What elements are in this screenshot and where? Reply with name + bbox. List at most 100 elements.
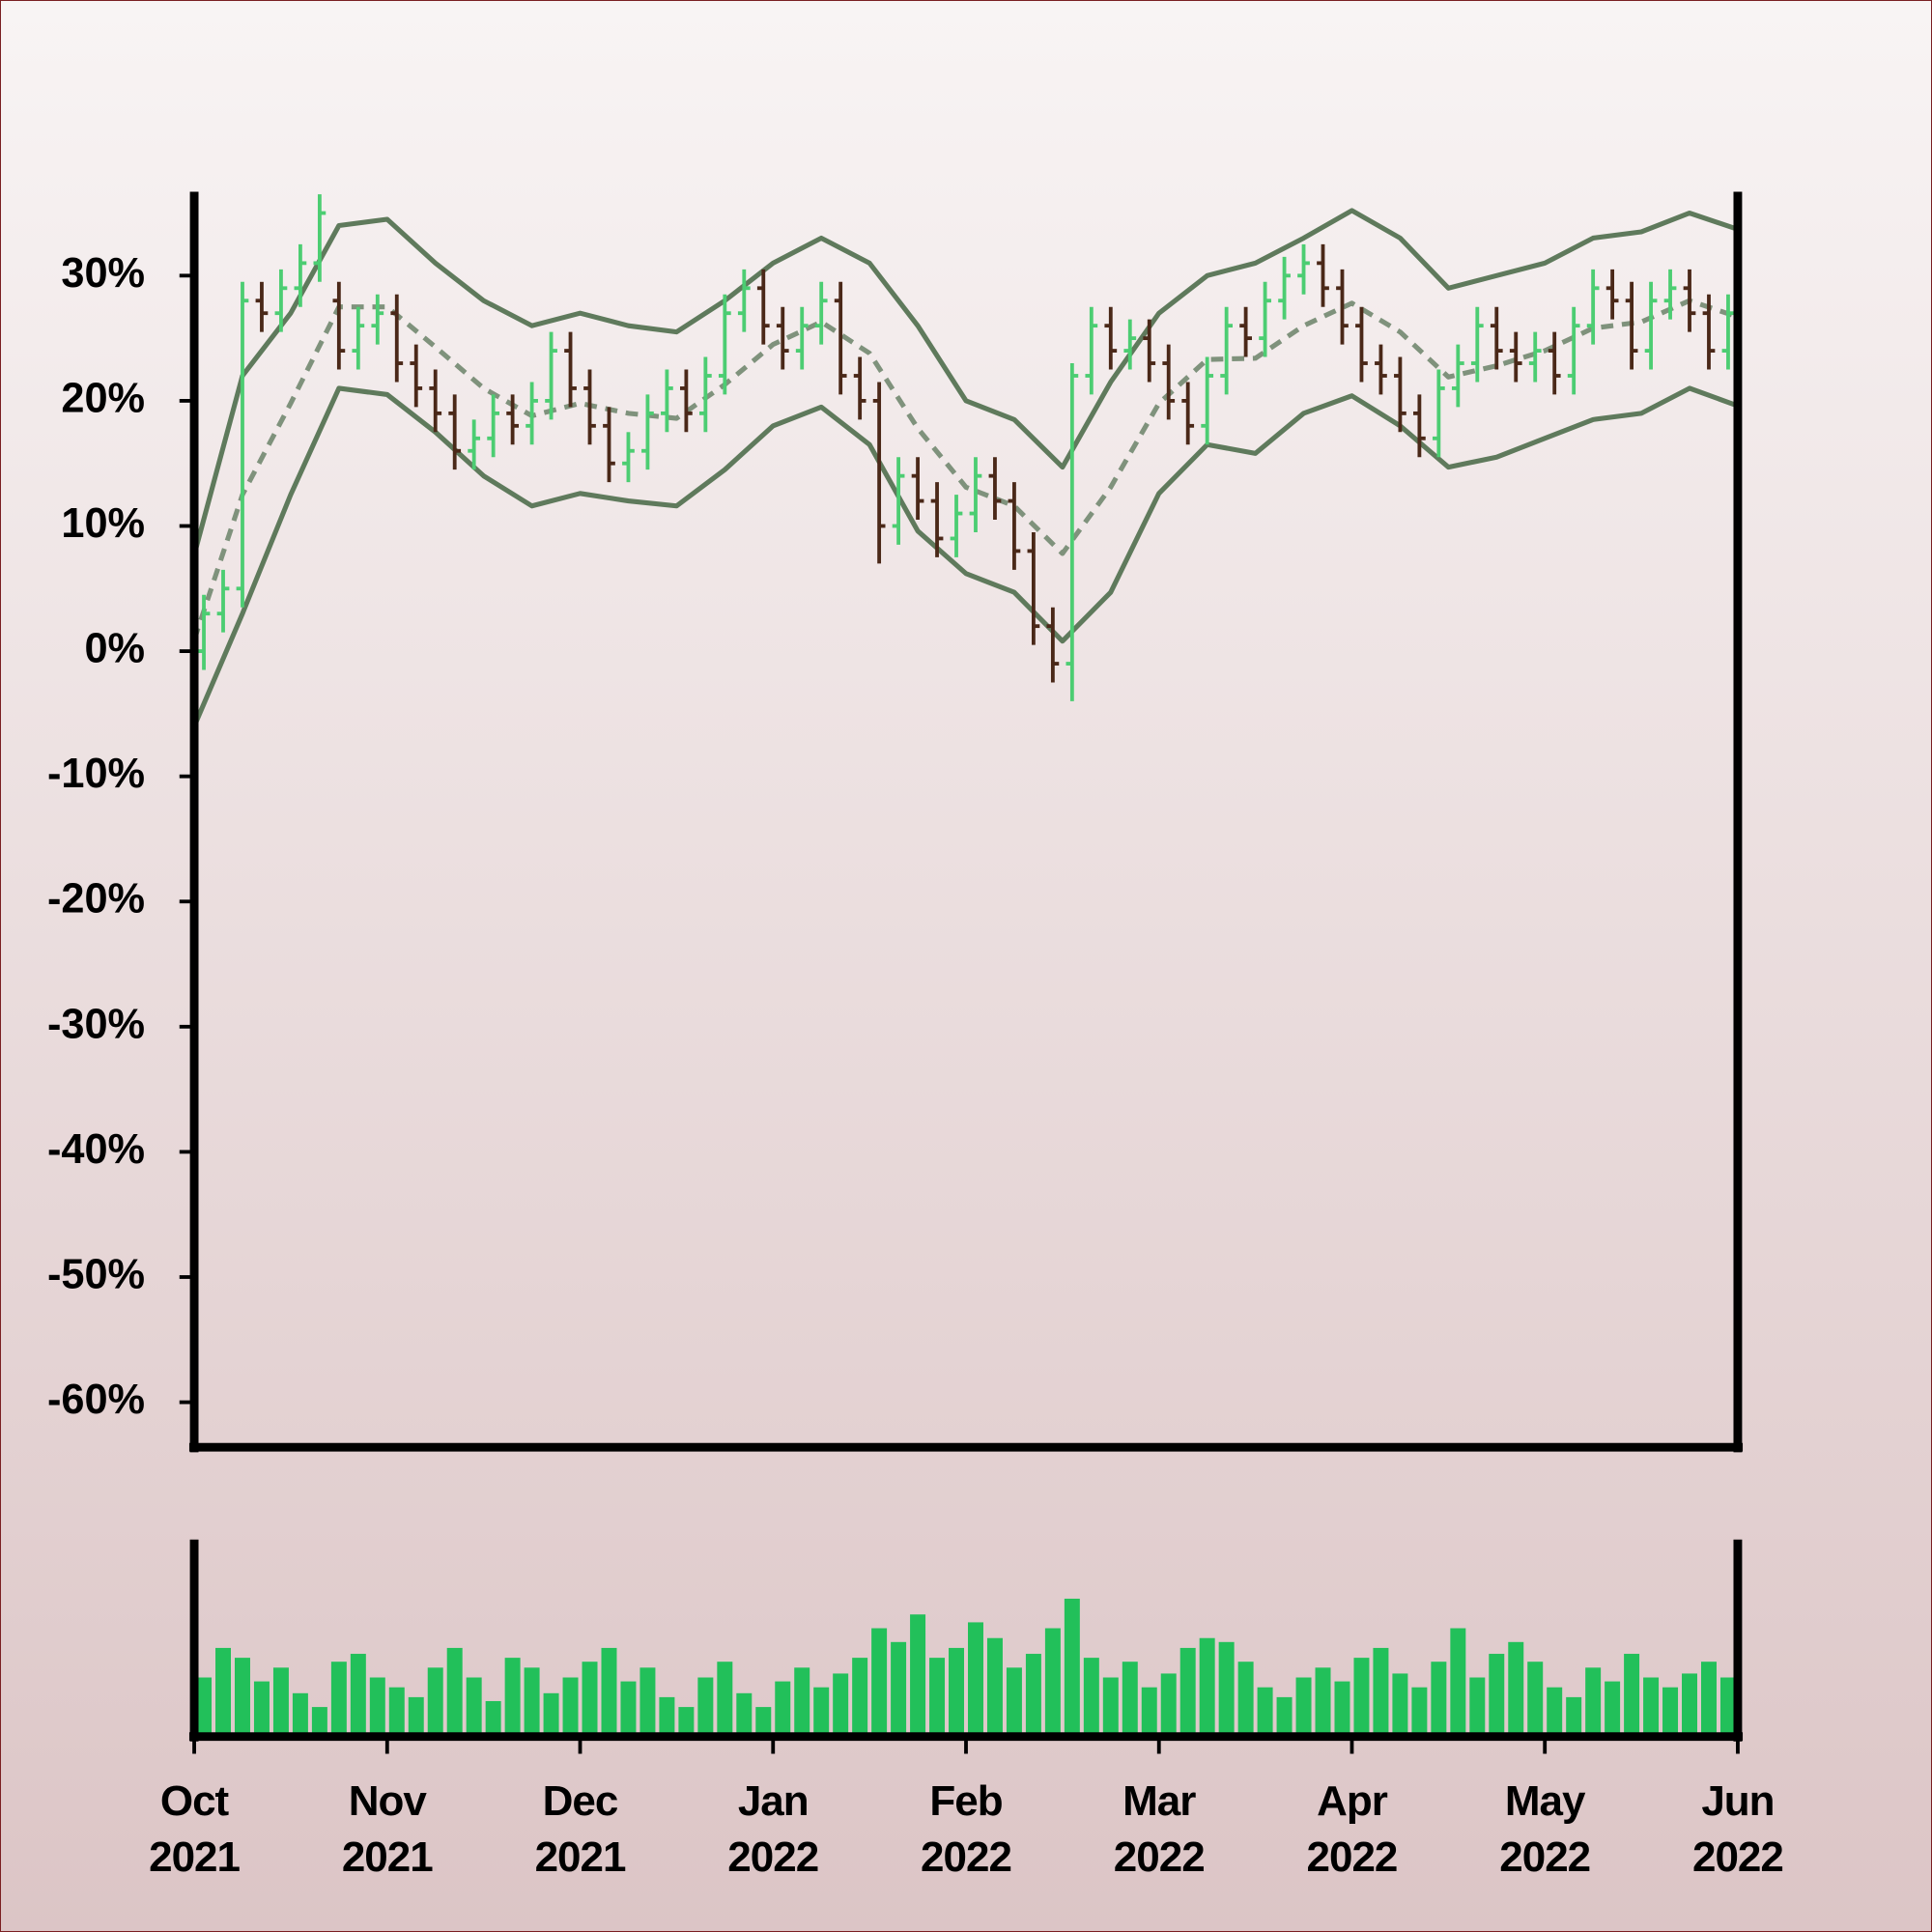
ohlc-bar	[814, 281, 828, 345]
ohlc-bar	[1375, 344, 1387, 395]
x-tick-label: Feb 2022	[921, 1776, 1012, 1881]
ohlc-bar	[1201, 356, 1214, 445]
band-lower	[191, 385, 1739, 727]
ohlc-bar	[853, 356, 867, 420]
volume-bar	[408, 1696, 424, 1737]
band-middle	[191, 298, 1739, 641]
y-tick-label: -40%	[47, 1126, 145, 1173]
ohlc-bar	[892, 457, 905, 545]
volume-bar	[736, 1692, 753, 1737]
y-tick-label: 10%	[61, 500, 145, 547]
band-upper	[191, 208, 1739, 555]
x-tick-label: Oct 2021	[149, 1776, 241, 1881]
volume-bar	[1469, 1677, 1486, 1737]
ohlc-bar	[583, 369, 596, 445]
volume-bar	[446, 1647, 463, 1737]
volume-bar	[1353, 1658, 1370, 1737]
x-tick-label: Apr 2022	[1306, 1776, 1399, 1881]
volume-bar	[253, 1681, 270, 1737]
volume-bar	[1199, 1637, 1215, 1737]
ohlc-bar	[795, 306, 809, 370]
ohlc-bar	[274, 269, 288, 332]
ohlc-bar	[1663, 269, 1677, 320]
ohlc-bar	[1625, 281, 1638, 370]
axes	[188, 191, 1744, 1742]
ohlc-bar	[1721, 294, 1735, 370]
volume-bar	[562, 1677, 579, 1737]
volume-bar	[1141, 1687, 1157, 1737]
ohlc-bar	[680, 369, 693, 433]
ohlc-bar	[1278, 256, 1291, 320]
ohlc-bar	[776, 306, 789, 370]
ohlc-bar	[1509, 331, 1522, 383]
volume-bar	[639, 1667, 656, 1737]
volume-bar	[1719, 1677, 1736, 1737]
ohlc-bar	[1104, 306, 1118, 370]
x-tick-label: Nov 2021	[341, 1776, 434, 1881]
ohlc-bar	[197, 594, 211, 670]
ohlc-bar	[1548, 331, 1561, 395]
ohlc-bar	[564, 331, 577, 408]
x-tick-label: May 2022	[1499, 1776, 1591, 1881]
y-tick-label: 30%	[61, 250, 145, 297]
ohlc-bar	[641, 394, 654, 470]
volume-bar	[485, 1700, 501, 1737]
volume-bar	[1295, 1677, 1312, 1737]
volume-bar	[1044, 1628, 1061, 1737]
ohlc-bar	[1143, 319, 1156, 383]
volume-bar	[1218, 1641, 1235, 1737]
volume-bar	[1411, 1687, 1428, 1737]
ohlc-bar	[448, 394, 462, 470]
volume-bar	[813, 1687, 830, 1737]
ohlc-bar	[988, 457, 1002, 521]
volume-bar	[543, 1692, 559, 1737]
ohlc-bar	[1162, 344, 1176, 420]
volume-bar	[852, 1658, 868, 1737]
ohlc-bar	[1644, 281, 1658, 370]
volume-bar	[794, 1667, 810, 1737]
ohlc-bar	[1490, 306, 1503, 370]
ohlc-bar	[352, 306, 365, 370]
y-tick-label: -50%	[47, 1251, 145, 1297]
volume-bar	[1025, 1654, 1041, 1737]
ohlc-bar	[950, 495, 963, 557]
ohlc-bar	[1702, 294, 1716, 370]
x-tick-label: Dec 2021	[534, 1776, 627, 1881]
ohlc-bar	[1567, 306, 1580, 395]
volume-bar	[717, 1662, 733, 1737]
volume-bar	[910, 1614, 926, 1737]
y-tick-label: 20%	[61, 375, 145, 421]
volume-bar	[272, 1667, 289, 1737]
ohlc-bar	[1683, 269, 1696, 332]
ohlc-bar	[1085, 306, 1098, 395]
ohlc-bar	[1413, 394, 1426, 458]
ohlc-bar	[1259, 281, 1271, 357]
ohlc-bar	[1239, 306, 1252, 357]
volume-bar	[388, 1687, 405, 1737]
ohlc-bar	[313, 194, 327, 282]
volume-bar	[466, 1677, 482, 1737]
volume-bar	[234, 1658, 250, 1737]
volume-bar	[1102, 1677, 1119, 1737]
volume-bar	[1682, 1673, 1698, 1737]
volume-bar	[1257, 1687, 1273, 1737]
volume-bar	[929, 1658, 946, 1737]
ohlc-bar	[526, 382, 538, 445]
volume-bar	[1662, 1687, 1679, 1737]
volume-bar	[330, 1662, 347, 1737]
ohlc-bar	[236, 281, 249, 608]
ohlc-bar	[1317, 243, 1329, 307]
y-tick-label: -10%	[47, 751, 145, 797]
volume-bar	[659, 1696, 675, 1737]
volume-bar	[524, 1667, 540, 1737]
ohlc-bar	[1008, 482, 1021, 570]
volume-bar	[871, 1628, 888, 1737]
volume-bar	[504, 1658, 521, 1737]
volume-bar	[967, 1622, 983, 1737]
volume-bar	[1450, 1628, 1466, 1737]
volume-bar	[1083, 1658, 1099, 1737]
y-tick-label: -60%	[47, 1377, 145, 1423]
volume-bar	[292, 1692, 308, 1737]
